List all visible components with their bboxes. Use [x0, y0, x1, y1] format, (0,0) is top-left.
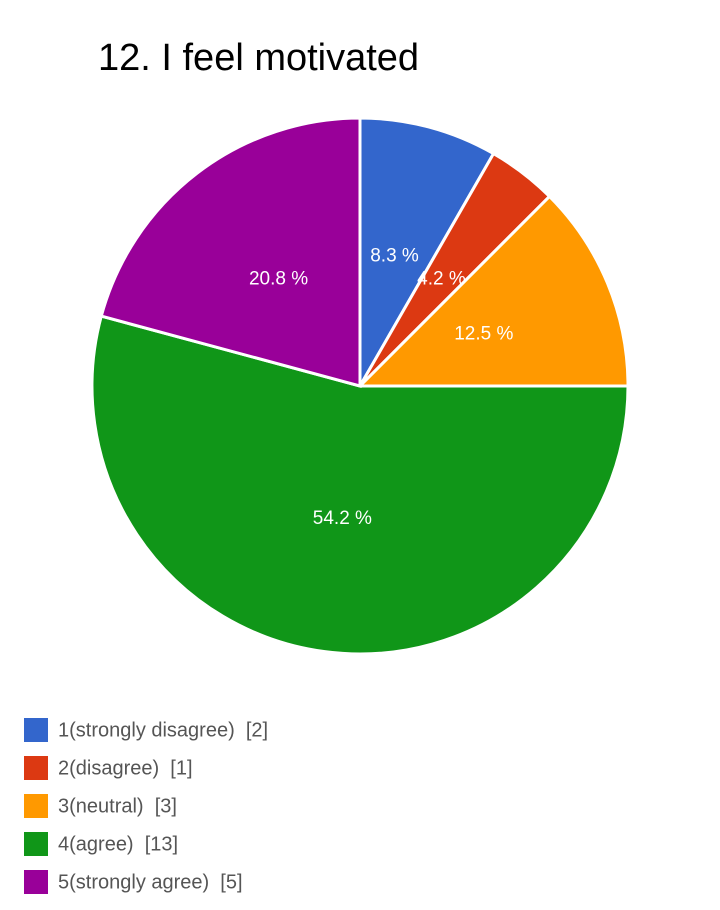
slice-label: 54.2 % — [313, 508, 372, 529]
legend-swatch — [24, 870, 48, 894]
legend-swatch — [24, 794, 48, 818]
pie-slice — [90, 314, 630, 656]
legend-swatch — [24, 832, 48, 856]
slice-label: 20.8 % — [249, 269, 308, 290]
pie-slice — [356, 194, 630, 388]
legend-label: 1(strongly disagree) [2] — [58, 719, 268, 741]
slice-label: 8.3 % — [370, 246, 419, 267]
legend-swatch — [24, 756, 48, 780]
pie-slice — [358, 116, 496, 392]
legend-label: 5(strongly agree) [5] — [58, 871, 243, 893]
slice-label: 12.5 % — [454, 324, 513, 345]
legend-label: 2(disagree) [1] — [58, 757, 193, 779]
pie-slice — [99, 116, 362, 388]
legend-label: 4(agree) [13] — [58, 833, 178, 855]
slice-label: 4.2 % — [417, 269, 466, 290]
chart-title: 12. I feel motivated — [98, 37, 419, 79]
legend-label: 3(neutral) [3] — [58, 795, 177, 817]
legend-swatch — [24, 718, 48, 742]
